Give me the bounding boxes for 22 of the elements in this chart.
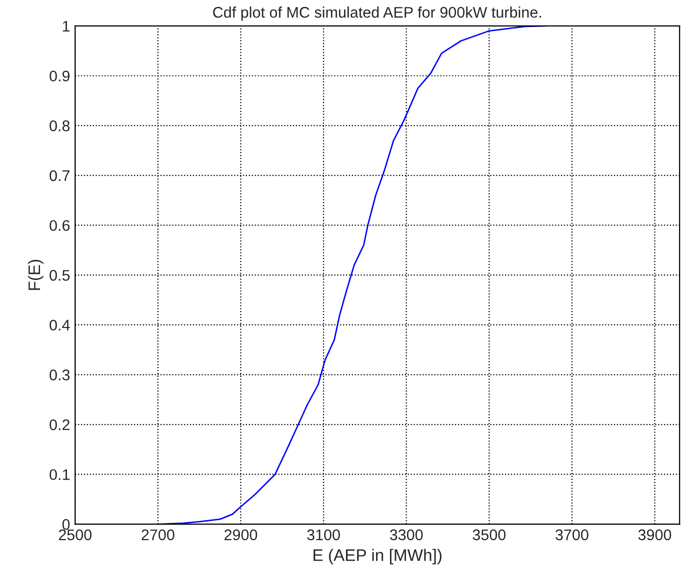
chart-title: Cdf plot of MC simulated AEP for 900kW turbine. [213,6,541,21]
y-tick-label: 0.8 [50,120,70,132]
x-tick-label: 3900 [638,529,672,540]
x-tick-label: 2500 [58,529,92,540]
y-tick-label: 0.7 [50,170,70,182]
y-tick-label: 0.1 [50,469,70,480]
x-tick-label: 3500 [472,529,506,540]
y-tick-label: 0.9 [50,70,70,82]
y-tick-label: 0.4 [50,320,70,331]
x-axis-title: E (AEP in [MWh]) [314,548,442,564]
y-tick-label: 0.2 [50,419,70,430]
x-tick-label: 3300 [390,529,423,540]
y-tick-label: 0 [62,519,70,530]
y-tick-label: 0.6 [50,220,70,231]
y-axis-title: F(E) [28,260,44,290]
x-tick-label: 3700 [556,529,588,540]
x-tick-label: 2900 [224,529,258,540]
y-tick-label: 1 [62,20,70,32]
y-tick-label: 0.5 [50,270,70,281]
x-tick-label: 2700 [142,529,174,540]
y-tick-label: 0.3 [50,370,70,380]
x-tick-label: 3100 [307,529,340,540]
